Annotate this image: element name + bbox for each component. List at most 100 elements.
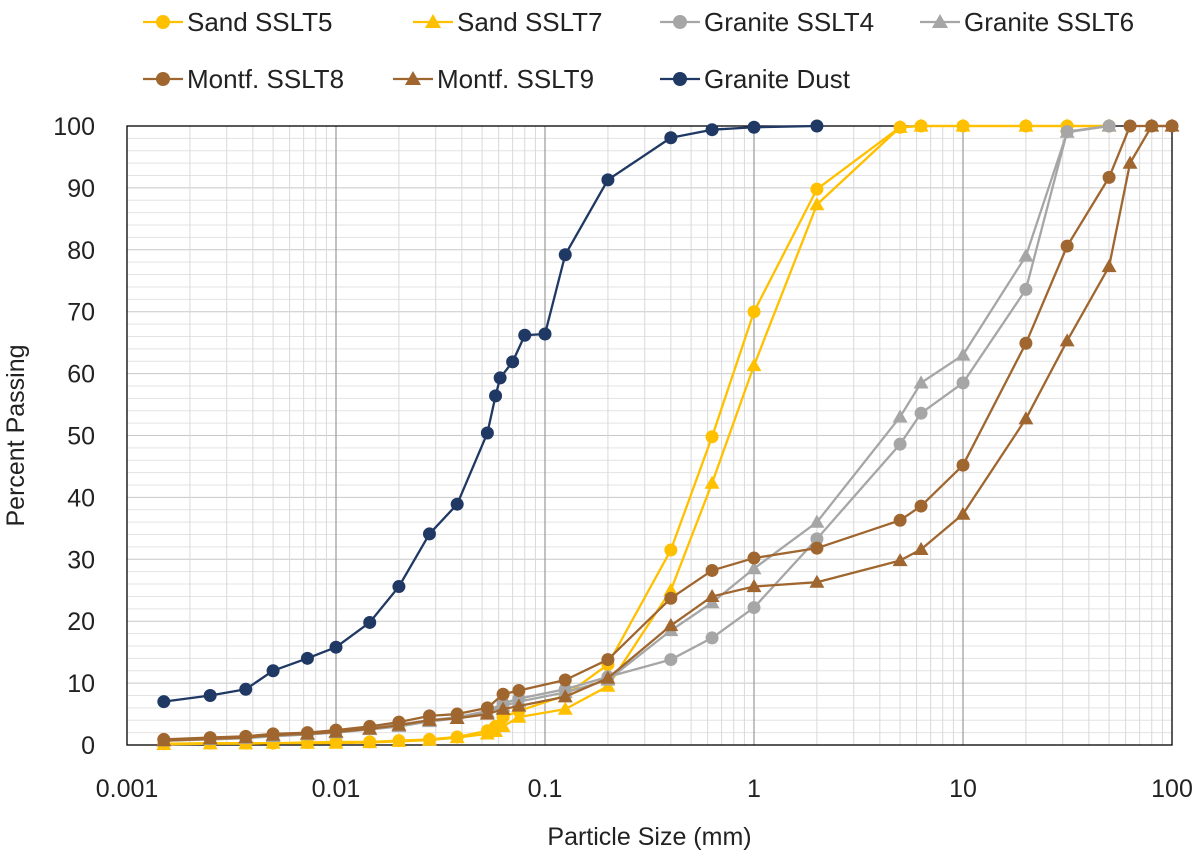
x-tick-label: 10 [949,775,977,803]
y-tick-label: 80 [67,237,95,265]
data-point [300,651,314,665]
data-point [480,426,494,440]
data-point [892,119,908,133]
data-point [1123,119,1137,133]
data-point [1019,336,1033,350]
data-point [913,375,929,389]
data-point [810,182,824,196]
data-point [600,670,616,684]
data-point [1019,282,1033,296]
data-point [392,580,406,594]
series-line [163,124,1172,741]
data-point [1018,118,1034,132]
data-point [506,355,520,369]
data-point [705,430,719,444]
data-point [601,173,615,187]
data-point [1164,118,1180,132]
x-tick-label: 1 [747,775,761,803]
data-point [913,541,929,556]
legend-label: Granite Dust [704,64,851,94]
data-point [1060,239,1074,253]
tick-labels: 0 10 20 30 40 50 60 70 80 90 100 0.001 0.01 0.1 1 10 100 [53,113,1193,803]
series-line [163,124,817,703]
data-point [299,726,315,740]
data-point [493,371,507,385]
legend-marker [673,15,687,29]
y-tick-label: 20 [67,608,95,636]
data-point [664,653,678,667]
data-point [913,118,929,132]
data-point [705,563,719,577]
y-tick-label: 90 [67,175,95,203]
y-axis-title: Percent Passing [2,344,30,526]
legend-item: Montf. SSLT9 [393,64,594,94]
data-point [238,730,254,744]
data-point [704,475,720,489]
data-point [892,409,908,423]
series-line [163,124,1172,742]
data-point [809,514,825,528]
series-5 [156,118,1180,747]
data-point [266,664,280,678]
data-point [747,601,761,615]
x-axis-title: Particle Size (mm) [547,823,751,851]
data-point [489,389,503,403]
data-point [558,673,572,687]
data-point [914,499,928,513]
data-point [1101,259,1117,273]
legend-label: Granite SSLT6 [964,7,1134,37]
x-tick-label: 100 [1151,775,1193,803]
data-point [496,687,510,701]
legend-item: Granite SSLT4 [660,7,874,37]
data-point [810,532,824,546]
data-point [664,591,678,605]
data-point [495,701,511,715]
legend-marker [156,15,170,29]
data-point [892,553,908,567]
data-point [363,615,377,629]
data-point [1018,411,1034,425]
data-point [328,724,344,738]
data-point [450,497,464,511]
data-point [1018,248,1034,262]
data-point [362,735,378,749]
data-point [914,406,928,420]
data-point [362,721,378,735]
legend-marker [156,72,170,86]
legend-label: Sand SSLT5 [187,7,333,37]
data-point [557,701,573,715]
data-point [511,698,527,712]
data-point [391,717,407,731]
legend: Sand SSLT5 Sand SSLT7 Granite SSLT4 Granite… [143,7,1134,94]
legend-label: Granite SSLT4 [704,7,874,37]
data-point [1144,118,1160,132]
data-point [518,328,532,342]
data-point [893,437,907,451]
legend-marker [931,13,949,29]
data-point [449,710,465,724]
y-tick-label: 0 [81,732,95,760]
legend-item: Sand SSLT5 [143,7,333,37]
data-point [747,551,761,565]
y-tick-label: 100 [53,113,95,141]
data-point [265,727,281,741]
legend-label: Sand SSLT7 [457,7,603,37]
y-tick-label: 40 [67,484,95,512]
series-2 [157,119,1116,747]
data-point [810,541,824,555]
data-point [664,543,678,557]
legend-item: Montf. SSLT8 [143,64,344,94]
data-point [746,561,762,575]
data-point [156,733,172,747]
data-point [421,712,437,726]
data-point [705,123,719,137]
x-tick-label: 0.1 [528,775,563,803]
data-point [956,458,970,472]
x-tick-label: 0.01 [312,775,361,803]
data-point [956,376,970,390]
data-point [955,347,971,361]
data-point [328,735,344,749]
data-point [391,733,407,747]
plot-area-border [126,125,1173,746]
data-point [809,197,825,211]
